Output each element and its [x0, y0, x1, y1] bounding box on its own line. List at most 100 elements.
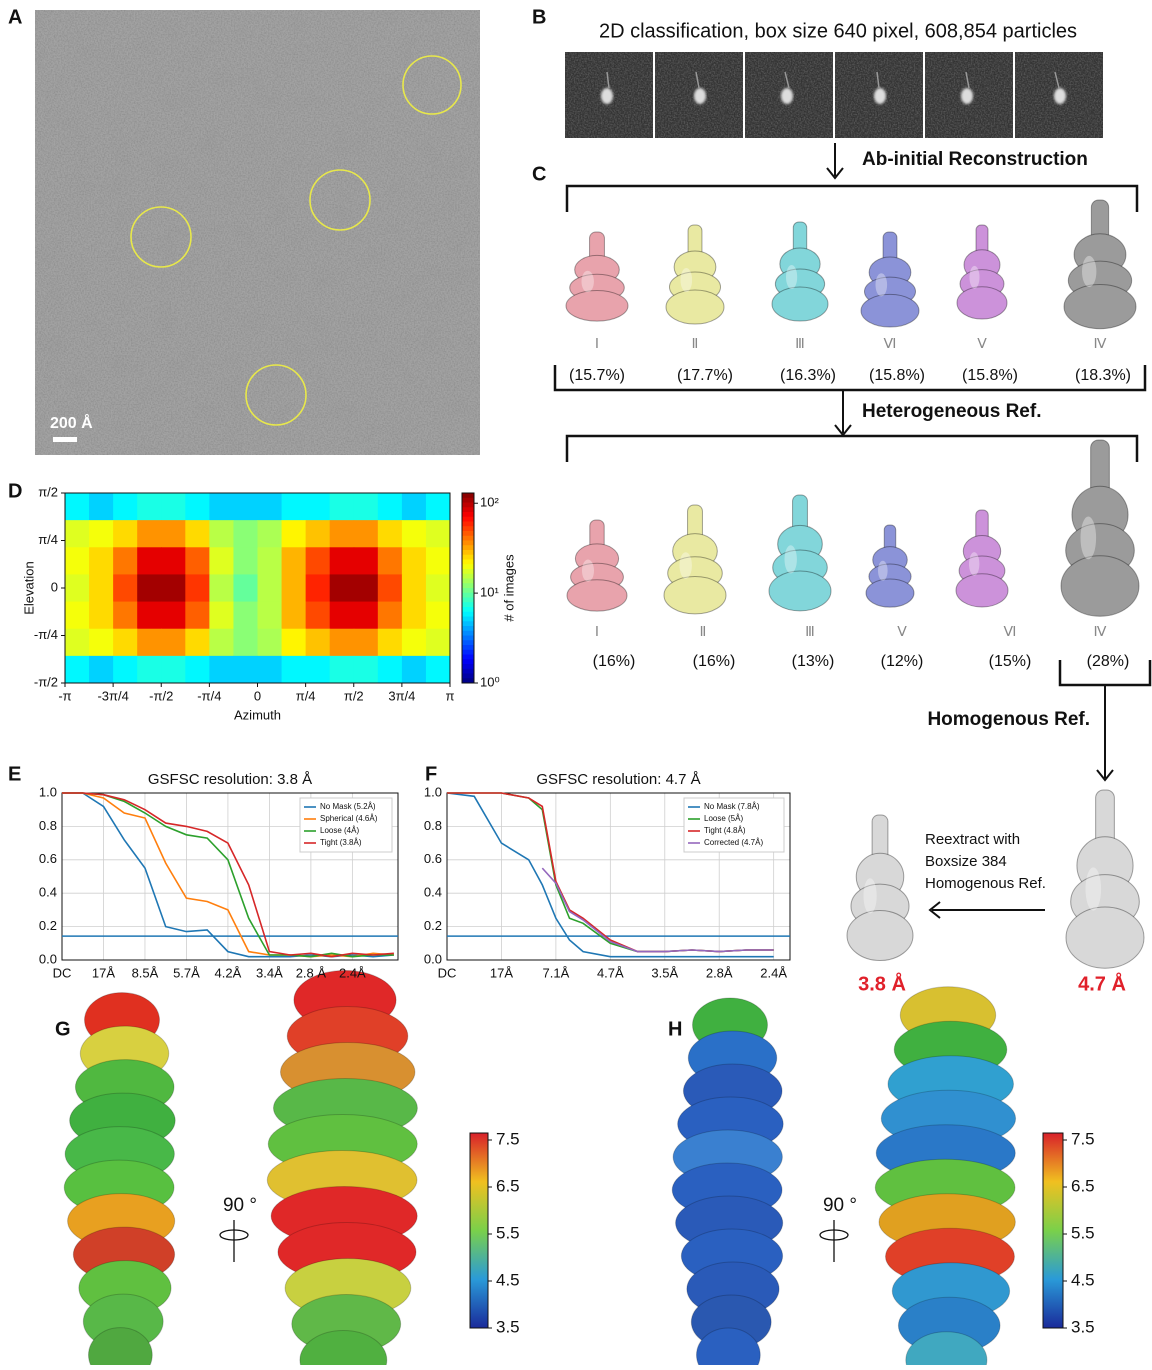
- y-tick-label: 1.0: [39, 784, 57, 799]
- class-label: Ⅱ: [692, 337, 699, 352]
- heat-cell: [281, 601, 307, 630]
- x-tick-label: -π/2: [149, 688, 173, 703]
- fsc-curve: [62, 792, 394, 958]
- particle-circle: [402, 55, 462, 115]
- heat-cell: [233, 493, 258, 521]
- y-tick-label: 0.8: [39, 818, 57, 833]
- scale-bar-label: 200 Å: [50, 413, 93, 432]
- rotation-label: 90 °: [223, 1195, 257, 1216]
- heat-cell: [425, 547, 451, 575]
- heat-cell: [137, 520, 162, 548]
- colorbar-tick-label: 10⁰: [480, 674, 500, 689]
- heat-cell: [185, 574, 210, 603]
- heat-cell: [377, 520, 403, 548]
- heat-cell: [113, 547, 138, 575]
- x-tick-label: 3π/4: [388, 688, 415, 703]
- colorbar-segment: [462, 597, 474, 603]
- heat-cell: [137, 601, 162, 630]
- volume-lower: [771, 286, 829, 322]
- colorbar-tick-label: 4.5: [1071, 1270, 1095, 1289]
- particle: [961, 88, 973, 104]
- x-tick-label: DC: [438, 965, 457, 980]
- heat-cell: [425, 493, 451, 521]
- fsc-curve: [446, 792, 774, 958]
- heat-cell: [185, 520, 210, 548]
- volume-lower: [865, 578, 915, 608]
- local-resolution-maps: [63, 970, 1017, 1370]
- x-tick-label: DC: [53, 965, 72, 980]
- y-tick-label: -π/4: [34, 627, 58, 642]
- heat-cell: [161, 655, 186, 684]
- volume-lower: [566, 579, 628, 612]
- heat-cell: [89, 655, 114, 684]
- heat-cell: [425, 601, 451, 630]
- heat-cell: [65, 574, 90, 603]
- heat-cell: [89, 520, 114, 548]
- particle-tail: [965, 71, 970, 89]
- volume: [956, 224, 1008, 320]
- colorbar: [469, 1132, 489, 1329]
- volume-highlight: [786, 265, 798, 289]
- volume-highlight: [1085, 867, 1102, 911]
- arrow-head: [1096, 769, 1114, 782]
- volume-lower: [956, 286, 1008, 320]
- chart-title: GSFSC resolution: 3.8 Å: [148, 771, 312, 788]
- class-share: (15%): [989, 653, 1032, 670]
- heat-cell: [209, 520, 234, 548]
- colorbar-segment: [462, 630, 474, 636]
- volume: [663, 504, 727, 615]
- particle: [874, 88, 886, 104]
- heat-cell: [137, 628, 162, 657]
- heat-cell: [353, 520, 379, 548]
- class-share: (13%): [792, 653, 835, 670]
- micrograph: 200 Å: [35, 10, 480, 455]
- heat-cell: [161, 493, 186, 521]
- heat-cell: [65, 601, 90, 630]
- heat-cell: [209, 547, 234, 575]
- colorbar-segment: [462, 507, 474, 513]
- colorbar-segment: [462, 673, 474, 679]
- heat-cell: [185, 628, 210, 657]
- heat-cell: [401, 520, 427, 548]
- heat-cell: [329, 655, 355, 684]
- heat-cell: [305, 493, 331, 521]
- class-share: (17.7%): [677, 367, 733, 384]
- volume: [1060, 439, 1140, 617]
- colorbar-segment: [462, 621, 474, 627]
- chart-title: GSFSC resolution: 4.7 Å: [536, 771, 700, 788]
- volume: [846, 814, 914, 962]
- volume-lower: [665, 289, 725, 325]
- x-tick-label: 8.5Å: [132, 965, 159, 980]
- colorbar-segment: [462, 659, 474, 665]
- heat-cell: [401, 628, 427, 657]
- particle-circle: [245, 364, 307, 426]
- colorbar-segment: [462, 554, 474, 560]
- volume-lower: [663, 576, 727, 615]
- heat-cell: [377, 547, 403, 575]
- colorbar-segment: [462, 611, 474, 617]
- particle-tail: [695, 71, 700, 89]
- colorbar-tick-label: 5.5: [496, 1223, 520, 1242]
- colorbar-segment: [462, 640, 474, 646]
- heat-cell: [113, 655, 138, 684]
- class-label: Ⅰ: [595, 337, 599, 352]
- heat-cell: [137, 574, 162, 603]
- colorbar-segment: [462, 664, 474, 670]
- resolution-label: 4.7 Å: [1078, 971, 1126, 995]
- particle-tail: [876, 71, 880, 89]
- colorbar-segment: [462, 626, 474, 632]
- legend-label: Loose (4Å): [320, 826, 359, 835]
- volume-highlight: [969, 265, 980, 289]
- colorbar-segment: [462, 540, 474, 546]
- class-label: Ⅱ: [700, 625, 707, 640]
- x-tick-label: 4.2Å: [215, 965, 242, 980]
- heat-cell: [89, 547, 114, 575]
- heat-cell: [329, 574, 355, 603]
- x-tick-label: 4.7Å: [597, 965, 624, 980]
- heat-cell: [65, 628, 90, 657]
- class-share: (15.7%): [569, 367, 625, 384]
- colorbar-segment: [462, 602, 474, 608]
- heat-cell: [281, 628, 307, 657]
- arrow-head: [928, 901, 941, 919]
